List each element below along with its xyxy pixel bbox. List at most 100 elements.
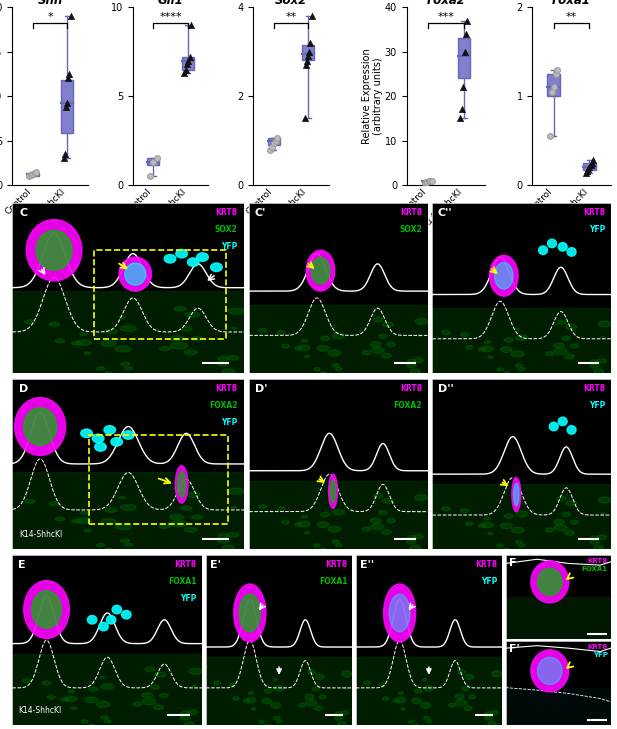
Bar xyxy=(433,484,611,549)
Ellipse shape xyxy=(106,372,112,374)
Ellipse shape xyxy=(424,685,434,691)
Text: KRT8: KRT8 xyxy=(587,644,608,650)
Ellipse shape xyxy=(407,539,416,544)
Ellipse shape xyxy=(61,698,68,701)
Title: Foxa1: Foxa1 xyxy=(552,0,591,7)
Ellipse shape xyxy=(154,672,166,677)
Ellipse shape xyxy=(335,544,342,547)
Point xyxy=(62,98,72,109)
Ellipse shape xyxy=(383,322,394,327)
Ellipse shape xyxy=(370,518,381,523)
Ellipse shape xyxy=(43,681,51,685)
Circle shape xyxy=(197,253,209,261)
Ellipse shape xyxy=(141,693,153,698)
Ellipse shape xyxy=(259,328,267,332)
Ellipse shape xyxy=(418,511,421,513)
Ellipse shape xyxy=(485,716,492,720)
Ellipse shape xyxy=(515,364,523,367)
Text: YFP: YFP xyxy=(589,401,605,410)
Text: YFP: YFP xyxy=(589,225,605,234)
Ellipse shape xyxy=(72,520,81,523)
Circle shape xyxy=(549,422,558,431)
Ellipse shape xyxy=(415,494,428,501)
Ellipse shape xyxy=(106,508,117,512)
Text: KRT8: KRT8 xyxy=(175,560,197,569)
Ellipse shape xyxy=(500,347,512,353)
Point xyxy=(300,112,310,124)
Ellipse shape xyxy=(562,512,571,517)
Ellipse shape xyxy=(104,720,111,722)
Ellipse shape xyxy=(418,335,421,337)
Ellipse shape xyxy=(537,569,562,596)
Ellipse shape xyxy=(80,332,88,335)
Ellipse shape xyxy=(482,523,493,528)
Text: **: ** xyxy=(286,12,297,23)
Text: FOXA2: FOXA2 xyxy=(0,446,1,482)
Ellipse shape xyxy=(274,685,284,691)
Ellipse shape xyxy=(515,540,523,544)
Ellipse shape xyxy=(341,711,349,715)
Point xyxy=(64,73,73,85)
Ellipse shape xyxy=(410,369,420,374)
Ellipse shape xyxy=(565,354,574,359)
Ellipse shape xyxy=(455,700,466,706)
Ellipse shape xyxy=(115,346,131,352)
Ellipse shape xyxy=(234,584,266,642)
Circle shape xyxy=(99,623,108,631)
Ellipse shape xyxy=(513,483,519,506)
Ellipse shape xyxy=(314,544,320,547)
Ellipse shape xyxy=(387,343,395,346)
Ellipse shape xyxy=(231,327,236,330)
Ellipse shape xyxy=(497,368,503,371)
Ellipse shape xyxy=(259,720,265,723)
Ellipse shape xyxy=(299,345,310,351)
Ellipse shape xyxy=(362,351,371,355)
Ellipse shape xyxy=(379,683,386,687)
Bar xyxy=(505,597,611,639)
Ellipse shape xyxy=(332,333,344,339)
Circle shape xyxy=(88,615,97,624)
Ellipse shape xyxy=(233,697,239,701)
Ellipse shape xyxy=(36,230,72,270)
Ellipse shape xyxy=(228,488,244,494)
Text: SOX2: SOX2 xyxy=(215,225,238,234)
Point xyxy=(64,68,74,79)
Ellipse shape xyxy=(566,501,577,506)
Ellipse shape xyxy=(426,720,432,723)
Text: K14-ShhcKI: K14-ShhcKI xyxy=(19,530,62,539)
Ellipse shape xyxy=(371,523,384,530)
Ellipse shape xyxy=(274,716,280,720)
Ellipse shape xyxy=(465,346,473,349)
Ellipse shape xyxy=(335,367,342,370)
Ellipse shape xyxy=(133,702,142,706)
Ellipse shape xyxy=(371,347,384,354)
Circle shape xyxy=(123,431,134,440)
Point xyxy=(181,63,191,75)
Ellipse shape xyxy=(295,346,302,350)
Ellipse shape xyxy=(243,699,249,703)
Ellipse shape xyxy=(594,369,603,374)
Ellipse shape xyxy=(449,703,455,707)
Point xyxy=(25,171,35,182)
Circle shape xyxy=(81,429,93,437)
Ellipse shape xyxy=(373,317,383,321)
Text: F: F xyxy=(509,558,516,568)
Point xyxy=(427,175,437,187)
Ellipse shape xyxy=(125,367,133,370)
Ellipse shape xyxy=(590,540,599,545)
Bar xyxy=(206,658,352,725)
Text: ****: **** xyxy=(159,12,182,23)
Ellipse shape xyxy=(101,684,114,690)
Ellipse shape xyxy=(120,504,136,510)
Ellipse shape xyxy=(570,344,579,348)
Point xyxy=(28,168,38,180)
Ellipse shape xyxy=(276,720,282,723)
Ellipse shape xyxy=(277,507,286,510)
Circle shape xyxy=(567,426,576,434)
Point xyxy=(457,104,466,115)
Ellipse shape xyxy=(469,695,476,699)
Ellipse shape xyxy=(125,263,146,285)
Ellipse shape xyxy=(68,690,74,693)
Circle shape xyxy=(547,239,557,248)
Ellipse shape xyxy=(305,700,317,706)
